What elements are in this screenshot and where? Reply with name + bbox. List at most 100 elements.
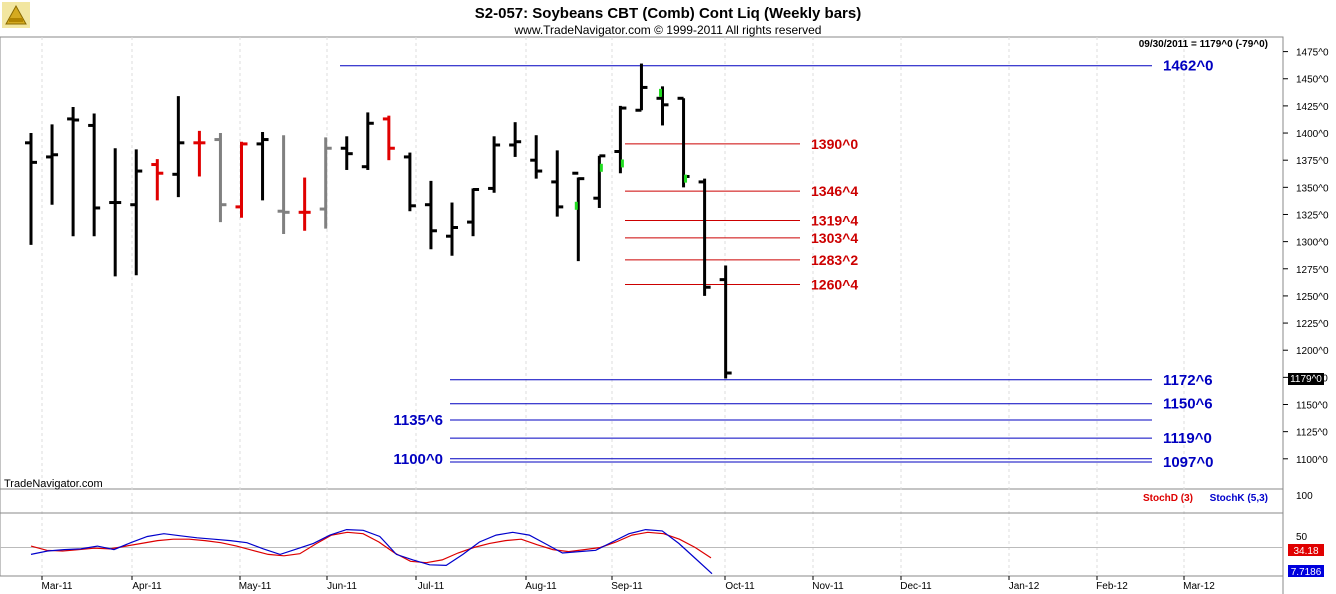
price-tick-label: 1200^0 [1296, 346, 1329, 357]
month-label: May-11 [239, 581, 272, 592]
stochastic-panel-frame [0, 488, 1284, 577]
stochK-line [30, 528, 713, 575]
ohlc-bar [424, 180, 437, 250]
ohlc-bar [614, 105, 627, 174]
copyright-subtitle: www.TradeNavigator.com © 1999-2011 All r… [514, 23, 822, 37]
month-axis: Mar-11 Apr-11 May-11 Jun-11 Jul-11 Aug-11 Sep-… [41, 576, 1215, 592]
resistance-line-label: 1260^4 [811, 277, 858, 293]
ohlc-bar [88, 113, 101, 237]
price-axis: 1100^01125^01150^01175^01200^01225^01250… [1283, 48, 1329, 466]
ohlc-bar [298, 177, 311, 231]
ohlc-bar [656, 86, 669, 126]
month-label: Jul-11 [418, 581, 445, 592]
ohlc-bar [46, 124, 59, 205]
month-label: Dec-11 [900, 581, 932, 592]
price-tick-label: 1125^0 [1296, 428, 1328, 439]
ohlc-bar [382, 115, 395, 161]
ohlc-bar [403, 152, 416, 212]
month-label: Nov-11 [812, 581, 844, 592]
stochD-legend: StochD (3) [1143, 493, 1193, 504]
ohlc-bar [25, 133, 37, 245]
price-tick-label: 1375^0 [1296, 156, 1329, 167]
ohlc-bar [509, 122, 522, 157]
ohlc-bar [635, 63, 648, 112]
price-grid [41, 37, 1185, 576]
price-tick-label: 1150^0 [1296, 401, 1328, 412]
stochD-value: 34.18 [1293, 546, 1318, 557]
ohlc-bar [172, 96, 185, 198]
ohlc-bar [151, 159, 164, 201]
support-line-label: 1100^0 [393, 451, 443, 468]
ohlc-bars [25, 63, 732, 379]
price-tick-label: 1300^0 [1296, 238, 1329, 249]
month-label: Mar-11 [42, 581, 73, 592]
support-line-label: 1462^0 [1163, 58, 1213, 75]
support-line-label: 1097^0 [1163, 454, 1213, 471]
stochK-value: 7.7186 [1291, 567, 1322, 578]
ohlc-bar [235, 141, 248, 218]
month-label: Apr-11 [132, 581, 162, 592]
month-label: Oct-11 [725, 581, 755, 592]
resistance-line-label: 1390^0 [811, 136, 858, 152]
support-line-label: 1119^0 [1163, 430, 1212, 447]
ohlc-bar [256, 131, 269, 201]
support-line-label: 1150^6 [1163, 396, 1213, 413]
level-lines: 1462^0 1172^6 1150^6 1135^6 1119^0 1100^0 1097… [340, 58, 1213, 471]
stochastic-panel [0, 512, 1283, 575]
ohlc-bar [677, 96, 690, 188]
support-line-label: 1135^6 [393, 412, 443, 429]
month-label: Aug-11 [525, 581, 557, 592]
ohlc-bar [572, 171, 585, 262]
price-tick-label: 1475^0 [1296, 48, 1329, 59]
stochK-legend: StochK (5,3) [1210, 493, 1268, 504]
price-tick-label: 1450^0 [1296, 75, 1329, 86]
price-tick-label: 1100^0 [1296, 455, 1328, 466]
ohlc-bar [340, 136, 353, 170]
ohlc-bar [109, 148, 122, 277]
ohlc-bar [446, 202, 458, 256]
ohlc-bar [361, 112, 374, 170]
watermark: TradeNavigator.com [4, 478, 103, 490]
month-label: Feb-12 [1096, 581, 1128, 592]
price-tick-label: 1325^0 [1296, 210, 1329, 221]
resistance-line-label: 1346^4 [811, 183, 858, 199]
ohlc-bar [277, 135, 290, 235]
month-label: Jun-11 [327, 581, 357, 592]
resistance-line-label: 1283^2 [811, 252, 858, 268]
price-tick-label: 1275^0 [1296, 265, 1329, 276]
month-label: Mar-12 [1183, 581, 1215, 592]
ohlc-bar [130, 149, 143, 276]
stoch-tick-100: 100 [1296, 491, 1313, 502]
ohlc-bar [530, 135, 543, 179]
stoch-tick-50: 50 [1296, 532, 1308, 543]
ohlc-bar [719, 265, 732, 379]
price-tick-label: 1400^0 [1296, 129, 1329, 140]
ohlc-bar [193, 130, 206, 177]
last-price-tag-text: 1179^0 [1290, 374, 1322, 385]
stochD-line [30, 531, 712, 564]
price-tick-label: 1350^0 [1296, 183, 1329, 194]
trade-navigator-logo-icon [2, 2, 30, 28]
ohlc-bar [467, 188, 480, 237]
price-tick-label: 1425^0 [1296, 102, 1329, 113]
chart-title: S2-057: Soybeans CBT (Comb) Cont Liq (We… [475, 5, 861, 22]
ohlc-bar [319, 137, 332, 229]
support-line-label: 1172^6 [1163, 372, 1213, 389]
quote-readout: 09/30/2011 = 1179^0 (-79^0) [1139, 39, 1268, 50]
price-tick-label: 1225^0 [1296, 319, 1329, 330]
ohlc-bar [488, 136, 501, 193]
resistance-line-label: 1319^4 [811, 212, 858, 228]
price-tick-label: 1250^0 [1296, 292, 1329, 303]
last-price-tag [1288, 373, 1324, 385]
month-label: Jan-12 [1009, 581, 1040, 592]
stochK-value-tag [1288, 565, 1324, 577]
stochD-value-tag [1288, 544, 1324, 556]
ohlc-bar [67, 106, 80, 237]
ohlc-bar [551, 150, 564, 217]
ohlc-bar [698, 178, 711, 296]
month-label: Sep-11 [611, 581, 643, 592]
ohlc-bar [214, 133, 227, 223]
resistance-line-label: 1303^4 [811, 230, 858, 246]
ohlc-bar [593, 154, 606, 208]
